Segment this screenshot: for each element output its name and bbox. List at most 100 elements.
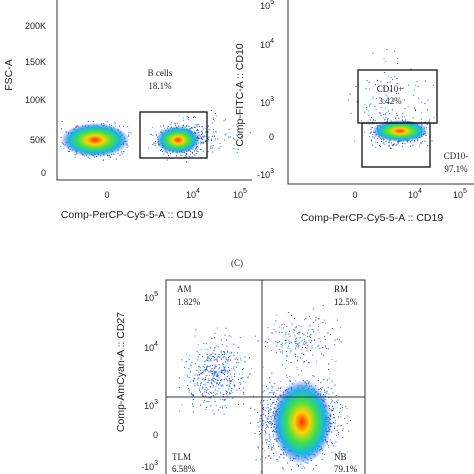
event-dot xyxy=(273,401,275,403)
event-dot xyxy=(243,403,244,405)
event-dot xyxy=(210,357,212,359)
gate-percent: 97.1% xyxy=(444,164,468,174)
event-dot xyxy=(366,107,368,109)
event-dot xyxy=(262,420,264,421)
event-dot xyxy=(311,345,313,347)
event-dot xyxy=(203,370,205,372)
event-dot xyxy=(295,345,297,347)
event-dot xyxy=(372,98,374,100)
event-dot xyxy=(396,143,398,145)
event-dot xyxy=(161,151,163,152)
event-dot xyxy=(327,348,329,350)
event-dot xyxy=(194,127,196,128)
event-dot xyxy=(336,338,338,340)
event-dot xyxy=(236,389,238,391)
event-dot xyxy=(212,377,214,379)
event-dot xyxy=(428,121,430,123)
event-dot xyxy=(197,125,199,127)
event-dot xyxy=(225,327,227,329)
event-dot xyxy=(209,371,211,373)
event-dot xyxy=(334,428,336,430)
event-dot xyxy=(275,331,277,333)
event-dot xyxy=(268,455,269,457)
event-dot xyxy=(271,332,273,334)
event-dot xyxy=(206,365,208,367)
event-dot xyxy=(257,412,259,414)
event-dot xyxy=(264,450,265,452)
event-dot xyxy=(236,366,237,368)
event-dot xyxy=(347,451,349,453)
event-dot xyxy=(228,387,230,389)
tick-label: -103 xyxy=(257,168,274,181)
event-dot xyxy=(315,465,317,466)
event-dot xyxy=(368,105,370,107)
event-dot xyxy=(205,386,207,388)
event-dot xyxy=(202,143,204,145)
event-dot xyxy=(290,350,292,352)
event-dot xyxy=(356,101,358,103)
event-dot xyxy=(221,354,223,355)
event-dot xyxy=(269,410,271,412)
event-dot xyxy=(196,129,198,131)
event-dot xyxy=(263,390,265,392)
event-dot xyxy=(203,128,204,130)
event-dot xyxy=(279,341,281,343)
event-dot xyxy=(312,331,314,333)
event-dot xyxy=(220,392,221,394)
event-dot xyxy=(214,367,216,369)
event-dot xyxy=(388,145,390,147)
event-dot xyxy=(61,128,62,130)
event-dot xyxy=(200,384,201,386)
event-dot xyxy=(184,366,186,368)
event-dot xyxy=(384,113,386,115)
tick-base: 0 xyxy=(104,190,109,200)
event-dot xyxy=(127,126,129,128)
event-dot xyxy=(229,370,231,372)
event-dot xyxy=(176,122,178,124)
event-dot xyxy=(288,343,290,345)
event-dot xyxy=(369,103,371,105)
event-dot xyxy=(417,139,419,141)
event-dot xyxy=(155,143,157,144)
event-dot xyxy=(328,447,330,449)
event-dot xyxy=(229,383,231,384)
event-dot xyxy=(333,406,335,408)
event-dot xyxy=(228,385,230,387)
event-dot xyxy=(331,410,333,412)
event-dot xyxy=(199,389,200,391)
event-dot xyxy=(334,384,336,386)
event-dot xyxy=(409,145,411,147)
event-dot xyxy=(298,343,299,345)
event-dot xyxy=(194,335,196,337)
event-dot xyxy=(194,116,196,118)
event-dot xyxy=(295,348,296,350)
tick-base: 10 xyxy=(260,98,270,108)
event-dot xyxy=(199,369,201,371)
event-dot xyxy=(270,446,272,448)
event-dot xyxy=(273,393,275,395)
event-dot xyxy=(210,397,212,399)
event-dot xyxy=(200,133,202,135)
event-dot xyxy=(374,141,376,143)
event-dot xyxy=(205,408,207,410)
event-dot xyxy=(412,117,414,119)
event-dot xyxy=(191,156,193,158)
event-dot xyxy=(262,425,264,426)
event-dot xyxy=(299,342,301,344)
event-dot xyxy=(305,341,307,343)
event-dot xyxy=(404,99,406,101)
event-dot xyxy=(220,359,222,360)
event-dot xyxy=(293,331,295,333)
event-dot xyxy=(273,399,275,401)
event-dot xyxy=(229,392,231,394)
event-dot xyxy=(324,338,326,340)
event-dot xyxy=(216,383,218,385)
event-dot xyxy=(223,139,225,141)
event-dot xyxy=(198,356,199,358)
tick-base: 10 xyxy=(260,1,270,11)
event-dot xyxy=(117,153,119,155)
event-dot xyxy=(207,137,209,139)
tick-base: 0 xyxy=(41,168,46,178)
event-dot xyxy=(323,379,325,381)
event-dot xyxy=(220,339,222,341)
